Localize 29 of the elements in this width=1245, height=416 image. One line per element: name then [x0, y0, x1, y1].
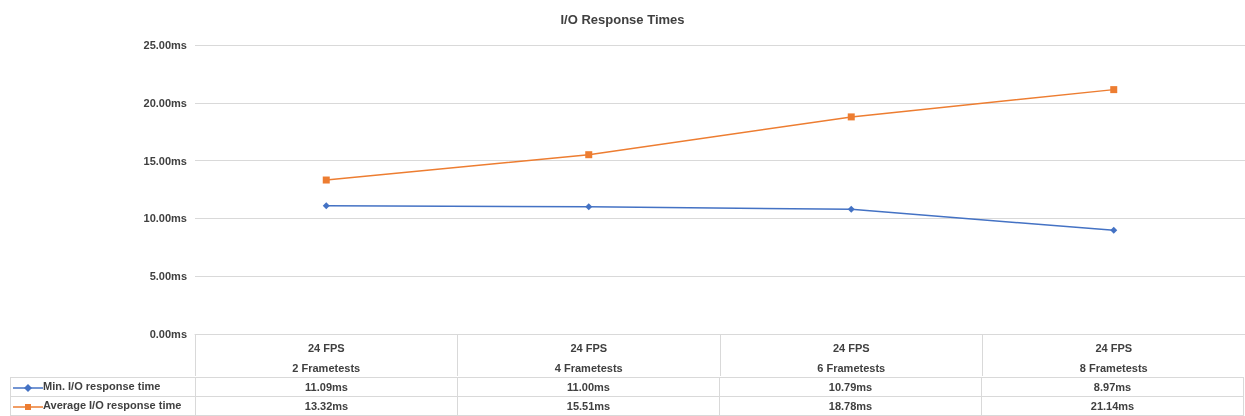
legend-label: Min. I/O response time — [10, 377, 196, 397]
x-tick-label: 24 FPS 6 Frametests — [817, 342, 886, 374]
point — [322, 176, 330, 184]
point — [1110, 226, 1118, 234]
legend-label: Average I/O response time — [10, 396, 196, 416]
point — [322, 202, 330, 210]
chart-title: I/O Response Times — [560, 12, 685, 27]
data-label: 11.00ms — [457, 377, 720, 397]
x-tick-label: 24 FPS 8 Frametests — [1079, 342, 1148, 374]
data-label: 18.78ms — [719, 396, 982, 416]
data-label: 11.09ms — [195, 377, 458, 397]
y-tick-label: 0.00ms — [149, 328, 187, 340]
y-tick-label: 15.00ms — [143, 154, 187, 167]
point — [847, 113, 855, 121]
point — [847, 205, 855, 213]
data-label: 21.14ms — [981, 396, 1244, 416]
point — [585, 203, 593, 211]
data-label: 8.97ms — [981, 377, 1244, 397]
y-tick-label: 5.00ms — [149, 270, 187, 283]
y-tick-label: 10.00ms — [143, 212, 187, 225]
data-label: 13.32ms — [195, 396, 458, 416]
x-tick-label: 24 FPS 4 Frametests — [554, 342, 623, 374]
data-label: 10.79ms — [719, 377, 982, 397]
data-label: 15.51ms — [457, 396, 720, 416]
x-tick-label: 24 FPS 2 Frametests — [292, 342, 361, 374]
point — [1110, 86, 1118, 94]
y-tick-label: 20.00ms — [143, 96, 187, 109]
y-tick-label: 25.00ms — [143, 39, 187, 51]
point — [585, 151, 593, 159]
